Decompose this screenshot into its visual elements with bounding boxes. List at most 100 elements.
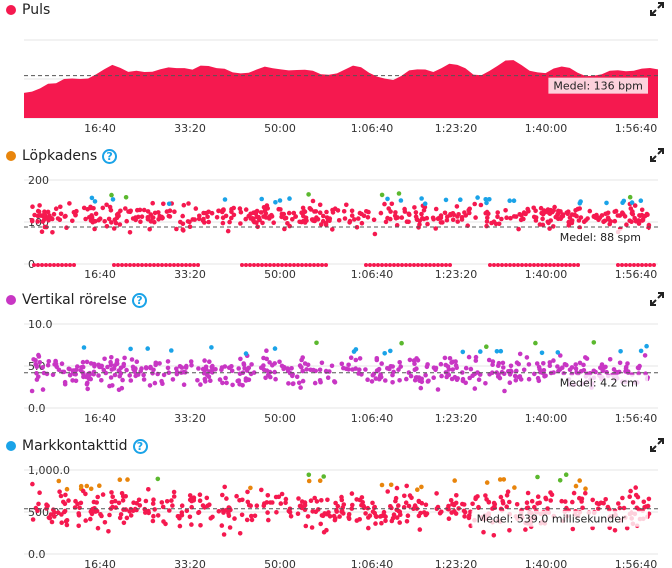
- data-point: [80, 359, 86, 365]
- data-point: [78, 500, 84, 506]
- data-point: [428, 263, 432, 267]
- data-point: [535, 474, 540, 480]
- data-point: [41, 212, 47, 217]
- data-point: [295, 511, 301, 516]
- data-point: [180, 263, 184, 267]
- data-point: [570, 499, 575, 505]
- data-point: [343, 366, 349, 372]
- data-point: [106, 529, 111, 534]
- data-point: [638, 198, 644, 203]
- data-point: [56, 478, 62, 484]
- expand-icon[interactable]: [650, 2, 664, 16]
- data-point: [372, 504, 378, 510]
- data-point: [114, 361, 120, 366]
- data-point: [622, 214, 628, 219]
- data-point: [380, 263, 384, 267]
- data-point: [33, 362, 38, 367]
- data-point: [413, 210, 419, 215]
- data-point: [503, 208, 508, 213]
- data-point: [352, 217, 357, 222]
- data-point: [448, 498, 454, 503]
- data-point: [44, 263, 48, 267]
- data-point: [563, 499, 568, 504]
- data-point: [624, 263, 628, 267]
- data-point: [98, 512, 103, 517]
- data-point: [341, 502, 347, 507]
- data-point: [33, 505, 39, 511]
- data-point: [612, 209, 617, 214]
- data-point: [145, 216, 151, 222]
- data-point: [320, 263, 324, 267]
- data-point: [117, 373, 122, 379]
- data-point: [165, 359, 171, 364]
- data-point: [97, 364, 102, 370]
- data-point: [628, 488, 633, 494]
- data-point: [533, 340, 538, 346]
- data-point: [373, 376, 379, 381]
- data-point: [55, 510, 61, 515]
- data-point: [312, 263, 316, 267]
- x-tick-label: 1:40:00: [525, 268, 567, 278]
- data-point: [419, 484, 424, 490]
- data-point: [623, 364, 629, 370]
- data-point: [448, 212, 453, 218]
- data-point: [536, 364, 542, 370]
- data-point: [219, 523, 225, 528]
- data-point: [433, 367, 438, 373]
- data-point: [300, 378, 306, 384]
- expand-icon[interactable]: [650, 292, 664, 306]
- data-point: [127, 230, 133, 235]
- data-point: [323, 221, 329, 226]
- data-point: [500, 360, 506, 366]
- data-point: [580, 505, 585, 511]
- data-point: [273, 376, 278, 382]
- help-icon[interactable]: ?: [131, 292, 147, 308]
- data-point: [357, 517, 363, 522]
- data-point: [317, 210, 323, 215]
- expand-icon[interactable]: [650, 148, 664, 162]
- data-point: [308, 498, 314, 503]
- data-point: [45, 362, 51, 368]
- help-icon[interactable]: ?: [132, 438, 148, 454]
- data-point: [292, 263, 296, 267]
- data-point: [100, 205, 106, 211]
- data-point: [290, 217, 295, 222]
- data-point: [349, 506, 355, 511]
- data-point: [357, 367, 362, 372]
- data-point: [419, 196, 424, 201]
- data-point: [88, 516, 93, 522]
- data-point: [313, 209, 319, 214]
- data-point: [285, 221, 290, 226]
- data-point: [229, 368, 235, 374]
- help-icon[interactable]: ?: [102, 148, 118, 164]
- data-point: [140, 263, 144, 267]
- data-point: [486, 357, 492, 363]
- data-point: [412, 377, 418, 383]
- data-point: [155, 513, 161, 518]
- data-point: [105, 364, 110, 370]
- data-point: [446, 372, 452, 378]
- data-point: [181, 382, 187, 387]
- data-point: [593, 215, 599, 220]
- data-point: [412, 263, 416, 267]
- data-point: [483, 197, 489, 202]
- data-point: [641, 499, 647, 505]
- data-point: [543, 495, 548, 501]
- data-point: [99, 378, 104, 383]
- data-point: [500, 498, 506, 504]
- data-point: [498, 494, 504, 500]
- data-point: [399, 215, 405, 220]
- data-point: [35, 208, 41, 214]
- data-point: [161, 372, 167, 378]
- data-point: [237, 498, 242, 503]
- data-point: [279, 491, 285, 497]
- data-point: [243, 216, 248, 222]
- data-point: [349, 213, 355, 218]
- expand-icon[interactable]: [650, 438, 664, 452]
- data-point: [260, 263, 264, 267]
- data-point: [40, 365, 45, 370]
- data-point: [109, 355, 114, 360]
- area-series: [24, 60, 658, 118]
- data-point: [504, 215, 509, 220]
- data-point: [359, 372, 364, 377]
